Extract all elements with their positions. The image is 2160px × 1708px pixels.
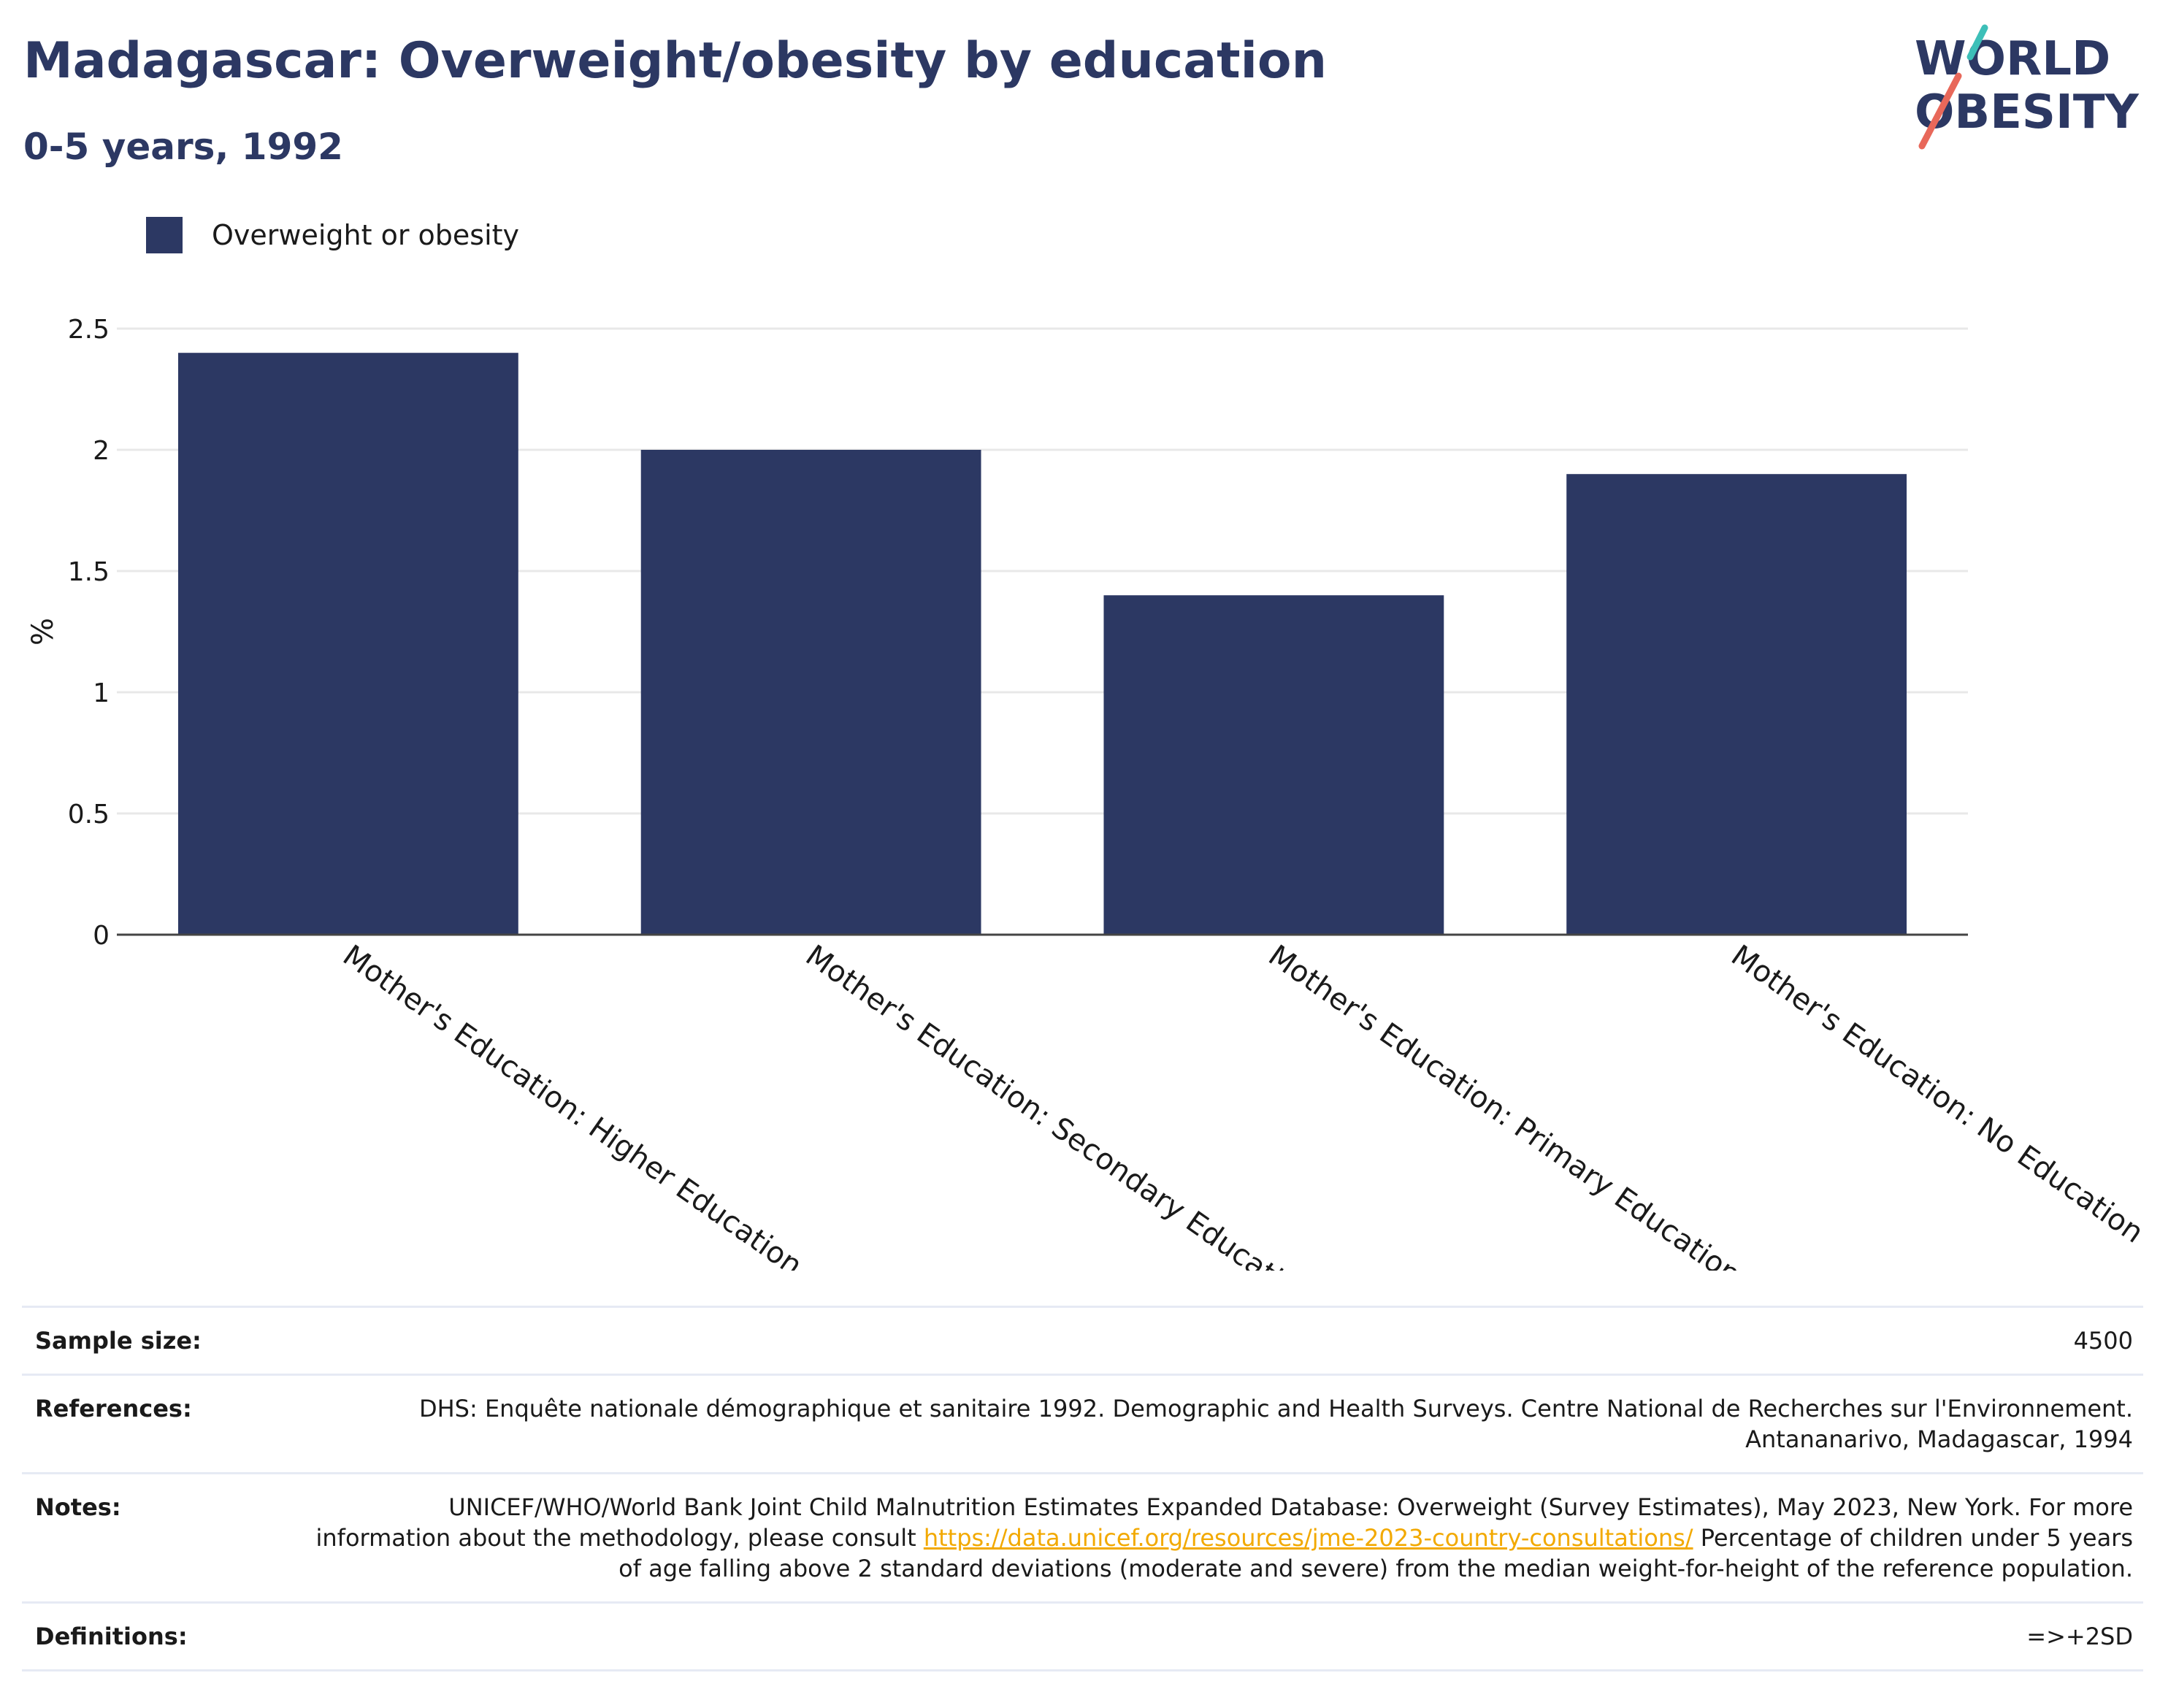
y-axis-label: % bbox=[26, 618, 60, 646]
legend[interactable]: Overweight or obesity bbox=[146, 215, 519, 256]
y-tick-label: 2.5 bbox=[68, 315, 110, 345]
definitions-value: =>+2SD bbox=[2026, 1623, 2133, 1650]
logo-accent-coral bbox=[1918, 72, 1962, 150]
references-label: References: bbox=[35, 1395, 192, 1422]
bar bbox=[640, 450, 981, 935]
notes-text-before: UNICEF/WHO/World Bank Joint Child Malnut… bbox=[315, 1493, 2134, 1552]
bar bbox=[1103, 595, 1444, 935]
y-tick-label: 1.5 bbox=[68, 557, 110, 587]
methodology-link[interactable]: https://data.unicef.org/resources/jme-20… bbox=[923, 1524, 1693, 1552]
sample-size-label: Sample size: bbox=[35, 1327, 202, 1355]
info-row-definitions: Definitions: =>+2SD bbox=[22, 1601, 2143, 1671]
notes-value: UNICEF/WHO/World Bank Joint Child Malnut… bbox=[313, 1492, 2134, 1584]
references-value: DHS: Enquête nationale démographique et … bbox=[418, 1395, 2133, 1453]
y-tick-label: 0 bbox=[93, 921, 110, 951]
sample-size-value: 4500 bbox=[2073, 1327, 2133, 1355]
definitions-label: Definitions: bbox=[35, 1623, 188, 1650]
info-row-references: References: DHS: Enquête nationale démog… bbox=[22, 1374, 2143, 1472]
notes-text-after: Percentage of children under 5 years of … bbox=[618, 1524, 2133, 1582]
x-tick-label: Mother's Education: Higher Education bbox=[337, 939, 808, 1271]
notes-label: Notes: bbox=[35, 1493, 121, 1521]
chart-subtitle: 0-5 years, 1992 bbox=[23, 126, 343, 168]
logo-line-1: WORLD bbox=[1915, 32, 2110, 86]
y-tick-label: 0.5 bbox=[68, 800, 110, 830]
y-tick-label: 2 bbox=[93, 436, 110, 466]
logo-accent-teal bbox=[1966, 24, 1988, 61]
bar-chart: 0 0.5 1 1.5 2 2.5% Mother's Education: Higher … bbox=[26, 315, 2150, 1271]
legend-swatch bbox=[146, 217, 183, 253]
bar bbox=[177, 353, 518, 935]
chart-title: Madagascar: Overweight/obesity by educat… bbox=[23, 32, 1328, 90]
bar bbox=[1566, 474, 1907, 935]
info-row-sample-size: Sample size: 4500 bbox=[22, 1306, 2143, 1374]
x-tick-label: Mother's Education: No Education bbox=[1725, 939, 2149, 1250]
info-row-notes: Notes: UNICEF/WHO/World Bank Joint Child… bbox=[22, 1472, 2143, 1601]
legend-label: Overweight or obesity bbox=[212, 219, 520, 251]
world-obesity-logo: WORLD OBESITY bbox=[1915, 24, 2139, 150]
x-tick-label: Mother's Education: Secondary Education bbox=[800, 939, 1318, 1271]
y-tick-label: 1 bbox=[93, 678, 110, 708]
info-table: Sample size: 4500 References: DHS: Enquê… bbox=[22, 1306, 2143, 1671]
x-tick-label: Mother's Education: Primary Education bbox=[1263, 939, 1747, 1271]
